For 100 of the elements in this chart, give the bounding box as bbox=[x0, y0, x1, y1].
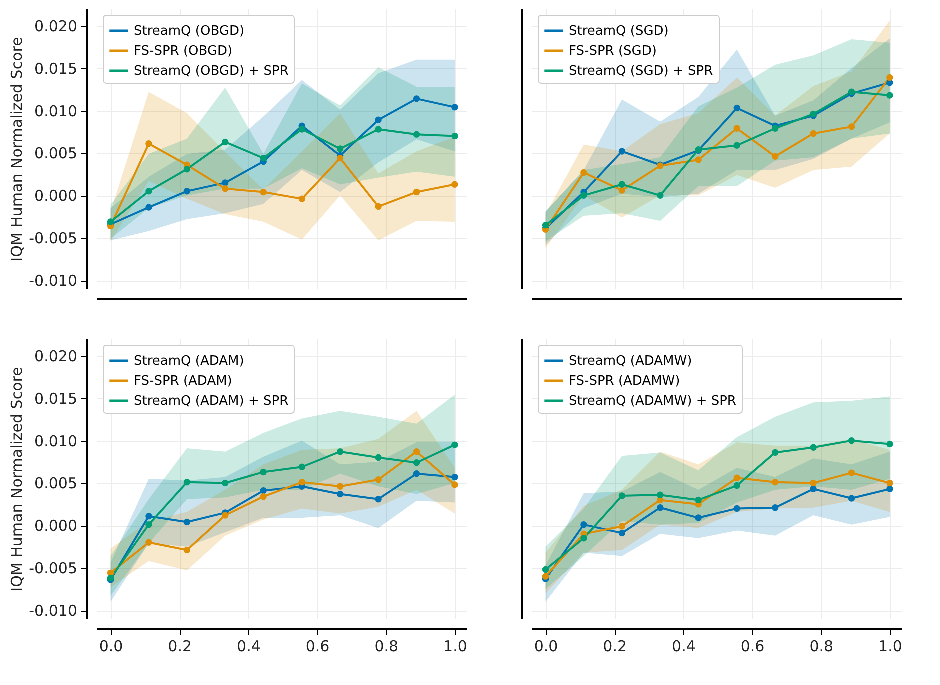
point bbox=[336, 483, 344, 490]
y-tick-label: 0.020 bbox=[34, 347, 78, 366]
point bbox=[375, 496, 382, 503]
point bbox=[184, 166, 191, 173]
point bbox=[184, 518, 191, 526]
point bbox=[413, 470, 420, 478]
point bbox=[107, 218, 114, 226]
y-tick-label: 0.020 bbox=[34, 17, 78, 36]
point bbox=[810, 444, 817, 451]
y-tick-label: 0.015 bbox=[34, 60, 78, 78]
point bbox=[146, 521, 152, 528]
x-tick-label: 0.2 bbox=[168, 638, 192, 656]
point bbox=[848, 124, 856, 130]
point bbox=[618, 492, 626, 500]
point bbox=[375, 116, 382, 124]
y-tick-label: 0.010 bbox=[34, 432, 78, 450]
y-tick-label: -0.010 bbox=[29, 272, 78, 290]
y-tick-label: 0.015 bbox=[34, 390, 78, 408]
point bbox=[657, 192, 664, 200]
point bbox=[298, 196, 306, 202]
y-tick-label: 0.010 bbox=[34, 102, 78, 120]
point bbox=[657, 492, 664, 498]
point bbox=[580, 169, 588, 176]
point bbox=[146, 140, 152, 148]
point bbox=[580, 192, 588, 200]
y-tick-label: 0.005 bbox=[34, 144, 78, 163]
point bbox=[146, 512, 152, 520]
y-axis-title: IQM Human Normalized Score bbox=[8, 367, 26, 592]
point bbox=[542, 222, 550, 229]
point bbox=[618, 181, 626, 188]
point bbox=[222, 138, 229, 146]
point bbox=[886, 480, 894, 487]
legend-label: StreamQ (OBGD) bbox=[134, 24, 245, 39]
point bbox=[695, 496, 702, 504]
point bbox=[452, 181, 458, 188]
point bbox=[146, 188, 152, 195]
y-tick-label: 0.005 bbox=[34, 474, 78, 493]
point bbox=[336, 154, 344, 162]
point bbox=[580, 521, 588, 528]
point bbox=[886, 74, 894, 82]
x-tick-label: 0.0 bbox=[534, 638, 558, 656]
point bbox=[848, 470, 856, 476]
point bbox=[734, 104, 740, 112]
point bbox=[695, 156, 702, 164]
point bbox=[734, 505, 740, 512]
point bbox=[772, 449, 779, 456]
x-tick-label: 1.0 bbox=[444, 638, 468, 656]
y-tick-label: -0.005 bbox=[29, 230, 78, 248]
point bbox=[375, 454, 382, 462]
point bbox=[298, 126, 306, 133]
point bbox=[413, 460, 420, 466]
point bbox=[222, 480, 229, 487]
point bbox=[336, 490, 344, 498]
x-tick-label: 1.0 bbox=[878, 638, 902, 656]
legend-label: StreamQ (SGD) bbox=[569, 24, 669, 39]
x-tick-label: 0.6 bbox=[740, 638, 765, 656]
point bbox=[886, 486, 894, 493]
point bbox=[336, 146, 344, 152]
point bbox=[375, 476, 382, 484]
point bbox=[452, 442, 458, 448]
x-tick-label: 0.8 bbox=[374, 638, 399, 656]
point bbox=[618, 148, 626, 155]
point bbox=[542, 573, 550, 580]
legend-label: FS-SPR (ADAM) bbox=[134, 374, 232, 389]
point bbox=[146, 204, 152, 211]
point bbox=[657, 504, 664, 512]
point bbox=[810, 486, 817, 493]
point bbox=[184, 479, 191, 486]
y-axis-title: IQM Human Normalized Score bbox=[8, 37, 26, 262]
point bbox=[772, 125, 779, 132]
point bbox=[298, 479, 306, 486]
point bbox=[695, 514, 702, 522]
point bbox=[580, 535, 588, 542]
legend-label: StreamQ (SGD) + SPR bbox=[569, 64, 714, 79]
point bbox=[413, 188, 420, 196]
legend-label: FS-SPR (SGD) bbox=[569, 44, 657, 59]
point bbox=[452, 104, 458, 111]
point bbox=[452, 132, 458, 140]
point bbox=[886, 440, 894, 448]
point bbox=[260, 154, 267, 162]
point bbox=[772, 504, 779, 512]
legend-label: StreamQ (ADAM) + SPR bbox=[134, 394, 289, 409]
legend-label: StreamQ (OBGD) + SPR bbox=[134, 64, 289, 79]
point bbox=[260, 488, 267, 494]
point bbox=[734, 474, 740, 482]
x-tick-label: 0.6 bbox=[306, 638, 330, 656]
legend-label: StreamQ (ADAM) bbox=[134, 354, 244, 369]
point bbox=[772, 153, 779, 160]
point bbox=[146, 539, 152, 546]
point bbox=[260, 468, 267, 476]
point bbox=[810, 480, 817, 487]
point bbox=[452, 482, 458, 488]
legend-label: FS-SPR (ADAMW) bbox=[569, 374, 680, 389]
point bbox=[260, 493, 267, 500]
point bbox=[413, 448, 420, 456]
point bbox=[618, 187, 626, 194]
x-tick-label: 0.8 bbox=[810, 638, 834, 656]
point bbox=[222, 180, 229, 186]
x-tick-label: 0.2 bbox=[603, 638, 628, 656]
y-tick-label: -0.005 bbox=[29, 560, 78, 578]
